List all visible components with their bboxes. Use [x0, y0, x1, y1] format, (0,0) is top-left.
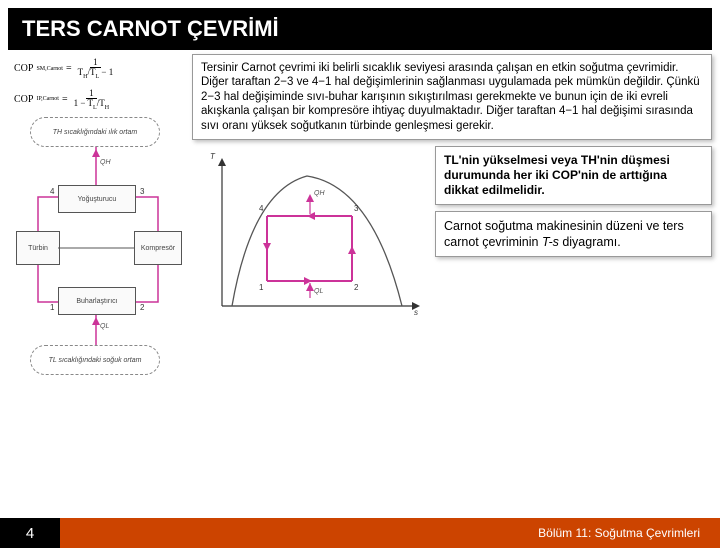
page-number: 4 — [0, 518, 60, 548]
right-column: Tersinir Carnot çevrimi iki belirli sıca… — [192, 54, 712, 377]
ts-qh-label: QH — [314, 190, 325, 197]
cop-ip-formula: COPIP,Carnot = 1 1 − TL/TH — [14, 89, 186, 112]
slide-title: TERS CARNOT ÇEVRİMİ — [8, 8, 712, 50]
qh-label: QH — [100, 159, 111, 166]
ts-diagram-svg-icon — [192, 146, 427, 321]
cop-ip-lhs: COP — [14, 91, 33, 109]
cop-ip-frac: 1 1 − TL/TH — [71, 89, 112, 112]
ts-node-4: 4 — [259, 204, 263, 213]
ts-ql-label: QL — [314, 288, 323, 295]
node-3: 3 — [140, 187, 144, 196]
equals: = — [62, 91, 68, 109]
cop-sm-frac: 1 TH/TL − 1 — [75, 58, 117, 81]
cop-sm-den: TH/TL − 1 — [75, 68, 117, 80]
left-column: COPSM,Carnot = 1 TH/TL − 1 COPIP,Carnot … — [8, 54, 186, 377]
cop-ip-sub: IP,Carnot — [36, 94, 59, 105]
node-1: 1 — [50, 303, 54, 312]
cop-ip-den: 1 − TL/TH — [71, 99, 112, 111]
footer: 4 Bölüm 11: Soğutma Çevrimleri — [0, 518, 720, 548]
caption-c: diyagramı. — [559, 235, 621, 249]
description-box: Tersinir Carnot çevrimi iki belirli sıca… — [192, 54, 712, 140]
equals: = — [66, 60, 72, 78]
ts-node-2: 2 — [354, 283, 358, 292]
note-box: TL'nin yükselmesi veya TH'nin düşmesi du… — [435, 146, 712, 205]
ql-label: QL — [100, 323, 109, 330]
carnot-schematic: TH sıcaklığındaki ılık ortam TL sıcaklığ… — [8, 117, 186, 377]
bottom-row: T s 1 2 3 4 QH QL TL'nin yükselmesi veya… — [192, 146, 712, 321]
right-boxes: TL'nin yükselmesi veya TH'nin düşmesi du… — [435, 146, 712, 321]
t-axis-label: T — [210, 152, 215, 161]
cop-sm-lhs: COP — [14, 60, 33, 78]
s-axis-label: s — [414, 308, 418, 317]
caption-b: T-s — [542, 235, 559, 249]
formula-block: COPSM,Carnot = 1 TH/TL − 1 COPIP,Carnot … — [8, 54, 186, 117]
ts-diagram: T s 1 2 3 4 QH QL — [192, 146, 427, 321]
node-4: 4 — [50, 187, 54, 196]
content-area: COPSM,Carnot = 1 TH/TL − 1 COPIP,Carnot … — [0, 54, 720, 377]
cop-sm-formula: COPSM,Carnot = 1 TH/TL − 1 — [14, 58, 186, 81]
ts-node-1: 1 — [259, 283, 263, 292]
caption-box: Carnot soğutma makinesinin düzeni ve ter… — [435, 211, 712, 258]
node-2: 2 — [140, 303, 144, 312]
chapter-label: Bölüm 11: Soğutma Çevrimleri — [60, 518, 720, 548]
schematic-lines-icon — [8, 117, 186, 377]
cop-sm-sub: SM,Carnot — [36, 64, 63, 75]
ts-node-3: 3 — [354, 204, 358, 213]
